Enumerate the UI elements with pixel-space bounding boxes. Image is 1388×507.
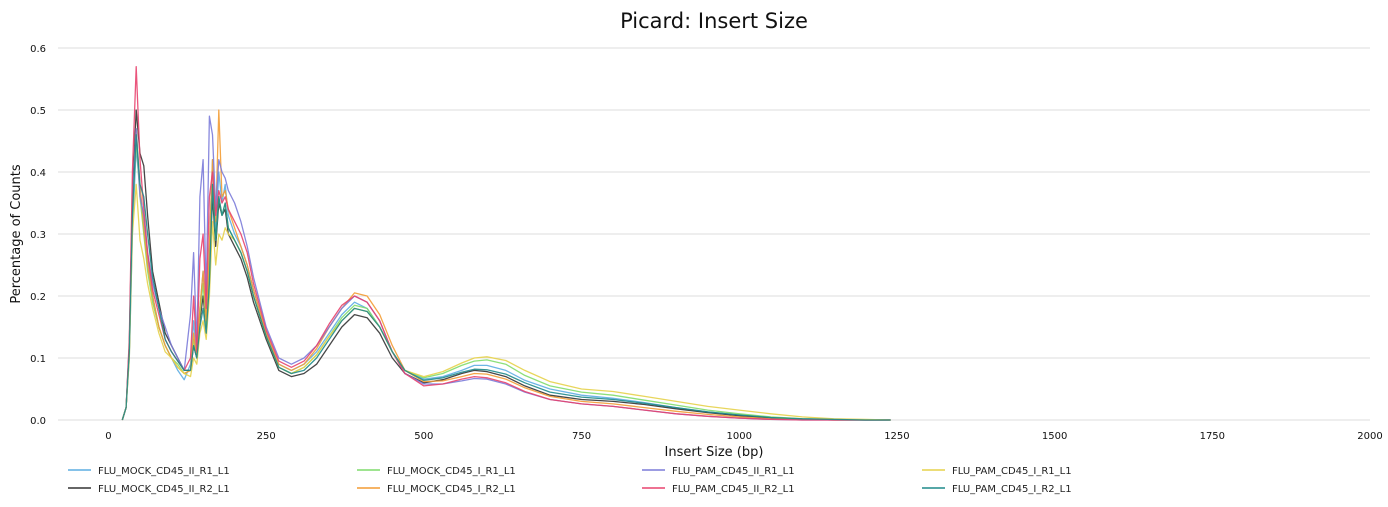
series-line-flu-mock-cd45-i-r2-l1 [121,109,891,421]
x-tick-label: 500 [414,431,433,442]
x-tick-label: 1750 [1200,431,1225,442]
x-tick-label: 1250 [884,431,909,442]
y-tick-label: 0.2 [30,292,46,303]
y-tick-label: 0.6 [30,44,46,55]
x-tick-label: 0 [105,431,111,442]
y-tick-label: 0.5 [30,106,46,117]
y-axis-ticks: 0.0 0.1 0.2 0.3 0.4 0.5 0.6 [30,44,46,427]
legend-label: FLU_PAM_CD45_I_R2_L1 [952,484,1072,495]
x-tick-label: 1500 [1042,431,1067,442]
legend-label: FLU_PAM_CD45_II_R1_L1 [672,466,795,477]
legend: FLU_MOCK_CD45_II_R1_L1 FLU_MOCK_CD45_II_R… [68,466,1072,495]
x-tick-label: 2000 [1357,431,1382,442]
series-line-flu-mock-cd45-ii-r2-l1 [121,109,891,421]
x-tick-label: 1000 [727,431,752,442]
y-tick-label: 0.3 [30,230,46,241]
series-line-flu-mock-cd45-i-r1-l1 [121,140,891,421]
legend-label: FLU_PAM_CD45_II_R2_L1 [672,484,795,495]
legend-label: FLU_MOCK_CD45_I_R1_L1 [387,466,516,477]
series-line-flu-pam-cd45-ii-r2-l1 [121,65,891,421]
series-lines [121,65,891,421]
chart-title: Picard: Insert Size [620,9,808,33]
y-axis-title: Percentage of Counts [9,164,24,304]
x-axis-ticks: 0 250 500 750 1000 1250 1500 1750 2000 [105,431,1382,442]
gridlines [58,47,1370,421]
y-tick-label: 0.4 [30,168,46,179]
legend-label: FLU_MOCK_CD45_I_R2_L1 [387,484,516,495]
y-tick-label: 0.1 [30,354,46,365]
x-axis-title: Insert Size (bp) [665,445,764,460]
series-line-flu-pam-cd45-i-r2-l1 [121,134,891,421]
y-tick-label: 0.0 [30,416,46,427]
legend-label: FLU_MOCK_CD45_II_R2_L1 [98,484,230,495]
legend-label: FLU_MOCK_CD45_II_R1_L1 [98,466,230,477]
x-tick-label: 250 [257,431,276,442]
x-tick-label: 750 [572,431,591,442]
legend-label: FLU_PAM_CD45_I_R1_L1 [952,466,1072,477]
